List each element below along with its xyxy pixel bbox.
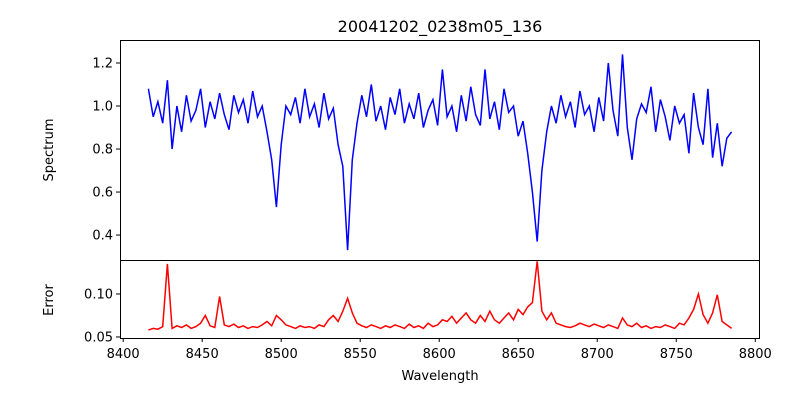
bottom-y-tick-label: 0.05	[84, 330, 113, 345]
chart-title: 20041202_0238m05_136	[338, 17, 543, 37]
bottom-panel-frame	[120, 260, 760, 339]
top-y-tick-label: 0.8	[92, 143, 113, 158]
x-tick-label: 8500	[265, 347, 298, 362]
x-tick-label: 8450	[186, 347, 219, 362]
top-y-tick-label: 0.6	[92, 186, 113, 201]
top-y-tick-label: 1.0	[92, 100, 113, 115]
top-series-line	[147, 54, 733, 251]
x-tick-label: 8550	[344, 347, 377, 362]
x-tick-label: 8700	[581, 347, 614, 362]
bottom-y-tick-label: 0.10	[84, 287, 113, 302]
top-y-axis-label: Spectrum	[42, 119, 57, 182]
x-axis-label: Wavelength	[401, 369, 478, 384]
x-tick-label: 8800	[739, 347, 772, 362]
x-tick-label: 8600	[423, 347, 456, 362]
bottom-y-axis-label: Error	[42, 284, 57, 316]
x-tick-label: 8750	[660, 347, 693, 362]
top-panel-frame	[120, 40, 760, 261]
top-y-tick-label: 0.4	[92, 229, 113, 244]
top-y-tick-label: 1.2	[92, 57, 113, 72]
x-tick-label: 8400	[107, 347, 140, 362]
bottom-series-line	[148, 261, 733, 331]
x-tick-label: 8650	[502, 347, 535, 362]
